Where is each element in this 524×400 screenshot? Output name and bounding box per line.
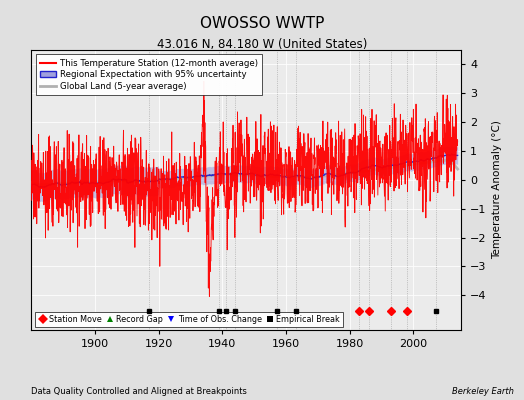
Y-axis label: Temperature Anomaly (°C): Temperature Anomaly (°C) <box>492 120 502 260</box>
Text: Berkeley Earth: Berkeley Earth <box>452 387 514 396</box>
Legend: Station Move, Record Gap, Time of Obs. Change, Empirical Break: Station Move, Record Gap, Time of Obs. C… <box>36 312 343 327</box>
Text: Data Quality Controlled and Aligned at Breakpoints: Data Quality Controlled and Aligned at B… <box>31 387 247 396</box>
Text: OWOSSO WWTP: OWOSSO WWTP <box>200 16 324 31</box>
Text: 43.016 N, 84.180 W (United States): 43.016 N, 84.180 W (United States) <box>157 38 367 51</box>
